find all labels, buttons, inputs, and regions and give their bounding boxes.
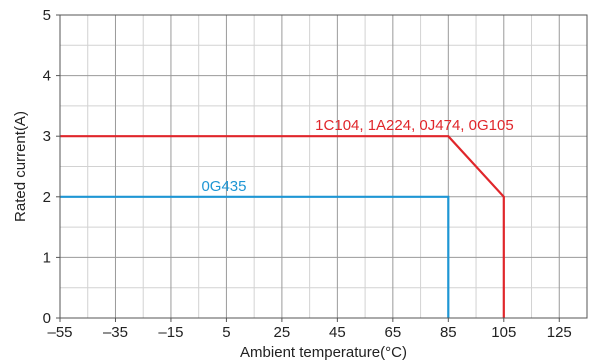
x-tick-label: –55 — [47, 324, 72, 341]
x-tick-label: 5 — [222, 324, 230, 341]
x-tick-label: 25 — [274, 324, 291, 341]
series-labels: 1C104, 1A224, 0J474, 0G105 0G435 — [201, 117, 513, 195]
x-tick-label: 45 — [329, 324, 346, 341]
x-tick-label: 85 — [440, 324, 457, 341]
x-tick-label: 105 — [491, 324, 516, 341]
x-tick-label: –35 — [103, 324, 128, 341]
x-tick-label: 125 — [547, 324, 572, 341]
series-line-1 — [60, 135, 505, 318]
x-tick-label: –15 — [158, 324, 183, 341]
series-label-2: 0G435 — [201, 178, 246, 195]
x-tick-label: 65 — [384, 324, 401, 341]
y-tick-label: 4 — [43, 68, 51, 85]
y-tick-label: 0 — [43, 310, 51, 327]
series-line-2 — [60, 195, 450, 318]
x-tick-labels: –55 –35 –15 5 25 45 65 85 105 125 — [47, 324, 571, 341]
y-tick-label: 5 — [43, 7, 51, 24]
series-layer — [60, 135, 505, 318]
series-label-1: 1C104, 1A224, 0J474, 0G105 — [315, 117, 514, 134]
plot-frame — [59, 14, 588, 319]
minor-grid — [60, 15, 587, 318]
x-axis-title: Ambient temperature(°C) — [240, 344, 407, 361]
y-tick-label: 3 — [43, 128, 51, 145]
tick-marks — [56, 14, 560, 322]
y-tick-label: 2 — [43, 189, 51, 206]
y-tick-labels: 0 1 2 3 4 5 — [43, 7, 51, 327]
y-tick-label: 1 — [43, 249, 51, 266]
y-axis-title: Rated current(A) — [12, 111, 29, 222]
